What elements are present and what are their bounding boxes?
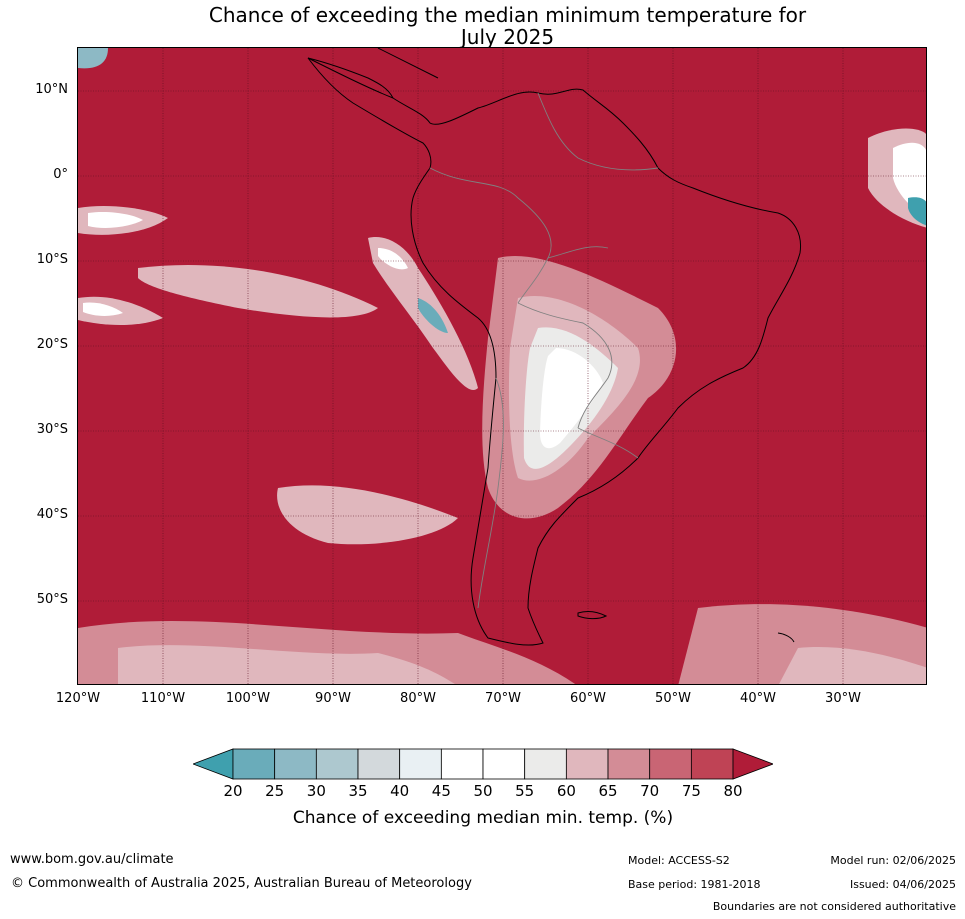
colorbar-cell xyxy=(315,748,359,780)
colorbar-cell xyxy=(399,748,442,780)
forecast-map xyxy=(77,47,927,685)
lat-label-10N: 10°N xyxy=(35,82,68,97)
colorbar-cell xyxy=(565,748,609,780)
colorbar-tick-label: 30 xyxy=(306,782,326,800)
border-chile-argentina xyxy=(477,377,504,609)
border-andean xyxy=(429,167,552,304)
copyright-text: © Commonwealth of Australia 2025, Austra… xyxy=(11,876,472,891)
colorbar-cell xyxy=(607,748,651,780)
lon-label-90W: 90°W xyxy=(315,691,351,706)
model-name: Model: ACCESS-S2 xyxy=(628,854,730,867)
chart-title: Chance of exceeding the median minimum t… xyxy=(0,4,965,48)
lon-label-100W: 100°W xyxy=(225,691,271,706)
border-brazil-south xyxy=(517,302,613,429)
colorbar-tick-label: 50 xyxy=(473,782,493,800)
patch-pacific-25 xyxy=(418,298,448,333)
colorbar-tick-label: 25 xyxy=(265,782,285,800)
colorbar-tick-label: 45 xyxy=(431,782,451,800)
colorbar-cell xyxy=(357,748,401,780)
colorbar-tick-label: 70 xyxy=(640,782,660,800)
colorbar-tick-label: 80 xyxy=(723,782,743,800)
colorbar-cell xyxy=(274,748,317,780)
patch-55 xyxy=(540,348,603,449)
lon-label-60W: 60°W xyxy=(570,691,606,706)
colorbar-cell xyxy=(690,748,734,780)
lat-label-40S: 40°S xyxy=(36,507,68,522)
website-link[interactable]: www.bom.gov.au/climate xyxy=(10,852,174,867)
colorbar-arrow-high xyxy=(732,748,773,780)
border-peru-brazil xyxy=(547,246,609,259)
lat-label-10S: 10°S xyxy=(36,252,68,267)
colorbar-tick-label: 40 xyxy=(390,782,410,800)
border-venezuela xyxy=(537,92,659,171)
colorbar-cell xyxy=(649,748,692,780)
lat-label-50S: 50°S xyxy=(36,592,68,607)
lat-label-20S: 20°S xyxy=(36,337,68,352)
colorbar-cells xyxy=(193,748,773,780)
lon-label-50W: 50°W xyxy=(655,691,691,706)
country-borders xyxy=(429,92,659,609)
title-line-1: Chance of exceeding the median minimum t… xyxy=(208,3,807,27)
lon-label-40W: 40°W xyxy=(740,691,776,706)
patch-nw-30 xyxy=(78,48,108,69)
colorbar-tick-label: 75 xyxy=(681,782,701,800)
patch-band-west-55 xyxy=(83,302,123,316)
lat-label-0: 0° xyxy=(53,167,68,182)
colorbar-cell xyxy=(524,748,567,780)
colorbar-cell xyxy=(232,748,276,780)
patch-band-65 xyxy=(138,264,378,318)
patch-mid-65 xyxy=(277,485,458,545)
colorbar-tick-label: 20 xyxy=(223,782,243,800)
colorbar-label: Chance of exceeding median min. temp. (%… xyxy=(292,808,674,828)
colorbar-cell xyxy=(440,748,484,780)
border-uruguay xyxy=(577,427,639,459)
lat-label-30S: 30°S xyxy=(36,422,68,437)
base-period: Base period: 1981-2018 xyxy=(628,878,761,891)
colorbar-arrow-low xyxy=(193,748,234,780)
patch-pacific-55 xyxy=(378,248,408,270)
central-america-coastline xyxy=(307,48,439,99)
lon-label-120W: 120°W xyxy=(55,691,101,706)
patch-se-65 xyxy=(779,647,926,684)
colorbar-tick-label: 60 xyxy=(556,782,576,800)
map-canvas xyxy=(78,48,926,684)
title-line-2: July 2025 xyxy=(460,25,555,49)
south-georgia xyxy=(777,632,795,643)
colorbar-tick-label: 35 xyxy=(348,782,368,800)
lon-label-30W: 30°W xyxy=(825,691,861,706)
probability-patches xyxy=(78,48,926,684)
boundary-disclaimer: Boundaries are not considered authoritat… xyxy=(712,900,956,913)
colorbar-cell xyxy=(482,748,526,780)
patch-east-20 xyxy=(908,197,926,226)
patch-south-65 xyxy=(118,645,455,684)
model-run: Model run: 02/06/2025 xyxy=(830,854,956,867)
colorbar xyxy=(193,748,773,780)
lon-label-80W: 80°W xyxy=(400,691,436,706)
lon-label-70W: 70°W xyxy=(485,691,521,706)
lon-label-110W: 110°W xyxy=(140,691,186,706)
colorbar-tick-label: 55 xyxy=(515,782,535,800)
falkland-islands xyxy=(577,611,608,620)
patch-west-55 xyxy=(88,211,143,228)
issued-date: Issued: 04/06/2025 xyxy=(849,878,956,891)
south-america-coastline xyxy=(307,57,802,646)
colorbar-tick-label: 65 xyxy=(598,782,618,800)
